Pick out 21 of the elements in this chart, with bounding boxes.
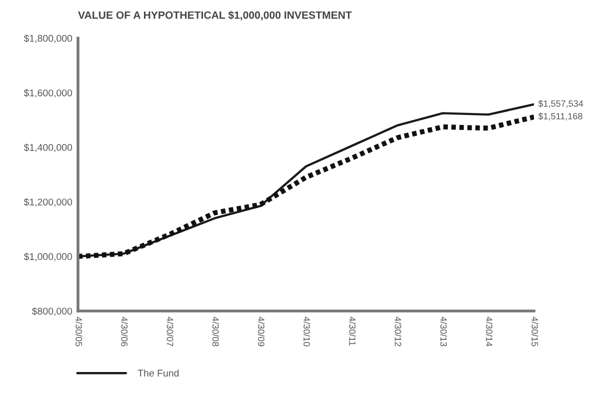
x-tick-label: 4/30/14: [486, 316, 493, 346]
y-tick-label: $1,800,000: [24, 34, 72, 43]
text: The Fund: [138, 369, 179, 377]
x-tick-label: 4/30/09: [258, 316, 265, 346]
x-tick-label: 4/30/10: [304, 316, 310, 346]
y-tick-label: $1,400,000: [24, 144, 72, 152]
data-label: $1,511,168: [538, 112, 582, 120]
x-tick-label: 4/30/05: [76, 316, 82, 346]
chart-title: VALUE OF A HYPOTHETICAL $1,000,000 INVESTMENT: [78, 10, 352, 20]
x-tick-label: 4/30/12: [394, 316, 402, 346]
x-tick-label: 4/30/08: [212, 316, 220, 346]
x-tick-label: 4/30/07: [166, 316, 174, 346]
data-label: $1,557,534: [538, 100, 584, 108]
x-tick-label: 4/30/11: [349, 316, 356, 346]
y-tick-label: $1,000,000: [24, 252, 72, 262]
y-tick-label: $1,200,000: [24, 198, 72, 207]
x-tick-label: 4/30/06: [121, 316, 128, 346]
x-tick-label: 4/30/15: [532, 316, 538, 346]
y-tick-label: $1,600,000: [24, 89, 72, 98]
x-tick-label: 4/30/13: [440, 316, 448, 346]
y-tick-label: $800,000: [32, 307, 72, 316]
